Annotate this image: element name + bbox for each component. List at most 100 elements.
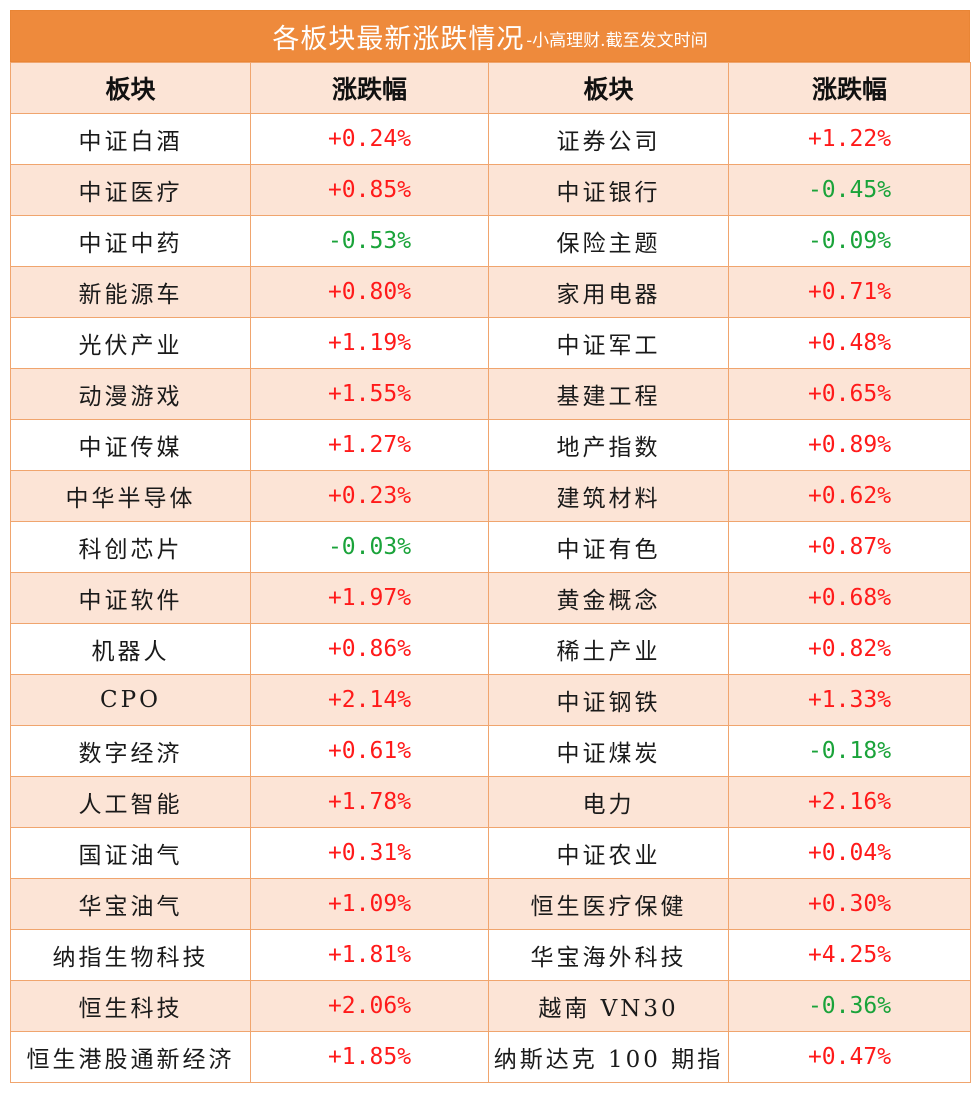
change-cell: +1.81% [250,929,489,981]
sector-name-cell: 中证煤炭 [488,725,729,777]
sector-name-cell: 国证油气 [10,827,251,879]
change-cell: +2.14% [250,674,489,726]
table-row: 中华半导体 +0.23% 建筑材料 +0.62% [10,470,971,522]
change-cell: -0.36% [728,980,971,1032]
change-cell: -0.03% [250,521,489,573]
sector-name-cell: 动漫游戏 [10,368,251,420]
sector-name-cell: 中证白酒 [10,113,251,165]
sector-name-cell: 基建工程 [488,368,729,420]
sector-name-cell: 中证钢铁 [488,674,729,726]
table-body: 中证白酒 +0.24% 证券公司 +1.22% 中证医疗 +0.85% 中证银行 -0.45%… [10,113,971,1083]
sector-name-cell: 新能源车 [10,266,251,318]
sector-name-cell: 黄金概念 [488,572,729,624]
change-cell: +1.78% [250,776,489,828]
change-cell: +1.33% [728,674,971,726]
sector-table: 板块 涨跌幅 板块 涨跌幅 中证白酒 +0.24% 证券公司 +1.22% 中证医疗 +0… [10,62,971,1083]
table-row: 恒生港股通新经济 +1.85% 纳斯达克 100 期指 +0.47% [10,1031,971,1083]
change-cell: +1.85% [250,1031,489,1083]
sector-name-cell: 中证银行 [488,164,729,216]
sector-name-cell: 中证医疗 [10,164,251,216]
sector-name-cell: 中证军工 [488,317,729,369]
change-cell: +0.86% [250,623,489,675]
sector-name-cell: 华宝海外科技 [488,929,729,981]
sector-name-cell: 地产指数 [488,419,729,471]
table-row: 纳指生物科技 +1.81% 华宝海外科技 +4.25% [10,929,971,981]
page-subtitle: -小高理财.截至发文时间 [526,31,708,51]
change-cell: +0.61% [250,725,489,777]
sector-name-cell: CPO [10,674,251,726]
table-row: CPO +2.14% 中证钢铁 +1.33% [10,674,971,726]
table-row: 机器人 +0.86% 稀土产业 +0.82% [10,623,971,675]
change-cell: +0.80% [250,266,489,318]
change-cell: +1.19% [250,317,489,369]
sector-name-cell: 家用电器 [488,266,729,318]
table-row: 动漫游戏 +1.55% 基建工程 +0.65% [10,368,971,420]
sector-name-cell: 机器人 [10,623,251,675]
change-cell: +0.89% [728,419,971,471]
change-cell: +1.09% [250,878,489,930]
sector-name-cell: 稀土产业 [488,623,729,675]
title-bar: 各板块最新涨跌情况 -小高理财.截至发文时间 [10,10,970,62]
change-cell: -0.18% [728,725,971,777]
change-cell: +0.71% [728,266,971,318]
sector-name-cell: 保险主题 [488,215,729,267]
table-row: 中证传媒 +1.27% 地产指数 +0.89% [10,419,971,471]
change-cell: +0.48% [728,317,971,369]
sector-name-cell: 中证农业 [488,827,729,879]
change-cell: -0.45% [728,164,971,216]
change-cell: +0.65% [728,368,971,420]
table-row: 国证油气 +0.31% 中证农业 +0.04% [10,827,971,879]
column-header-sector-left: 板块 [10,62,251,114]
table-row: 华宝油气 +1.09% 恒生医疗保健 +0.30% [10,878,971,930]
sector-name-cell: 中证有色 [488,521,729,573]
column-header-change-right: 涨跌幅 [728,62,971,114]
table-row: 中证软件 +1.97% 黄金概念 +0.68% [10,572,971,624]
page-title: 各板块最新涨跌情况 [272,23,525,55]
change-cell: +4.25% [728,929,971,981]
sector-name-cell: 华宝油气 [10,878,251,930]
sector-name-cell: 恒生港股通新经济 [10,1031,251,1083]
table-row: 中证医疗 +0.85% 中证银行 -0.45% [10,164,971,216]
sector-name-cell: 人工智能 [10,776,251,828]
change-cell: -0.09% [728,215,971,267]
sector-name-cell: 证券公司 [488,113,729,165]
table-row: 数字经济 +0.61% 中证煤炭 -0.18% [10,725,971,777]
sector-name-cell: 纳指生物科技 [10,929,251,981]
change-cell: +1.55% [250,368,489,420]
table-row: 人工智能 +1.78% 电力 +2.16% [10,776,971,828]
table-header-row: 板块 涨跌幅 板块 涨跌幅 [10,62,971,114]
sector-name-cell: 越南 VN30 [488,980,729,1032]
change-cell: +0.85% [250,164,489,216]
sector-name-cell: 中证中药 [10,215,251,267]
sector-name-cell: 恒生医疗保健 [488,878,729,930]
sector-name-cell: 中华半导体 [10,470,251,522]
change-cell: +0.31% [250,827,489,879]
sector-performance-sheet: 各板块最新涨跌情况 -小高理财.截至发文时间 板块 涨跌幅 板块 涨跌幅 中证白… [10,10,971,1083]
sector-name-cell: 建筑材料 [488,470,729,522]
change-cell: +0.47% [728,1031,971,1083]
sector-name-cell: 电力 [488,776,729,828]
table-row: 中证中药 -0.53% 保险主题 -0.09% [10,215,971,267]
sector-name-cell: 数字经济 [10,725,251,777]
change-cell: +0.62% [728,470,971,522]
change-cell: +0.30% [728,878,971,930]
change-cell: +1.97% [250,572,489,624]
table-row: 中证白酒 +0.24% 证券公司 +1.22% [10,113,971,165]
table-row: 科创芯片 -0.03% 中证有色 +0.87% [10,521,971,573]
sector-name-cell: 中证软件 [10,572,251,624]
sector-name-cell: 纳斯达克 100 期指 [488,1031,729,1083]
sector-name-cell: 恒生科技 [10,980,251,1032]
change-cell: +2.16% [728,776,971,828]
change-cell: +0.68% [728,572,971,624]
change-cell: +1.27% [250,419,489,471]
change-cell: +1.22% [728,113,971,165]
table-row: 光伏产业 +1.19% 中证军工 +0.48% [10,317,971,369]
change-cell: -0.53% [250,215,489,267]
table-row: 新能源车 +0.80% 家用电器 +0.71% [10,266,971,318]
change-cell: +0.23% [250,470,489,522]
sector-name-cell: 中证传媒 [10,419,251,471]
change-cell: +0.24% [250,113,489,165]
sector-name-cell: 科创芯片 [10,521,251,573]
change-cell: +2.06% [250,980,489,1032]
change-cell: +0.04% [728,827,971,879]
